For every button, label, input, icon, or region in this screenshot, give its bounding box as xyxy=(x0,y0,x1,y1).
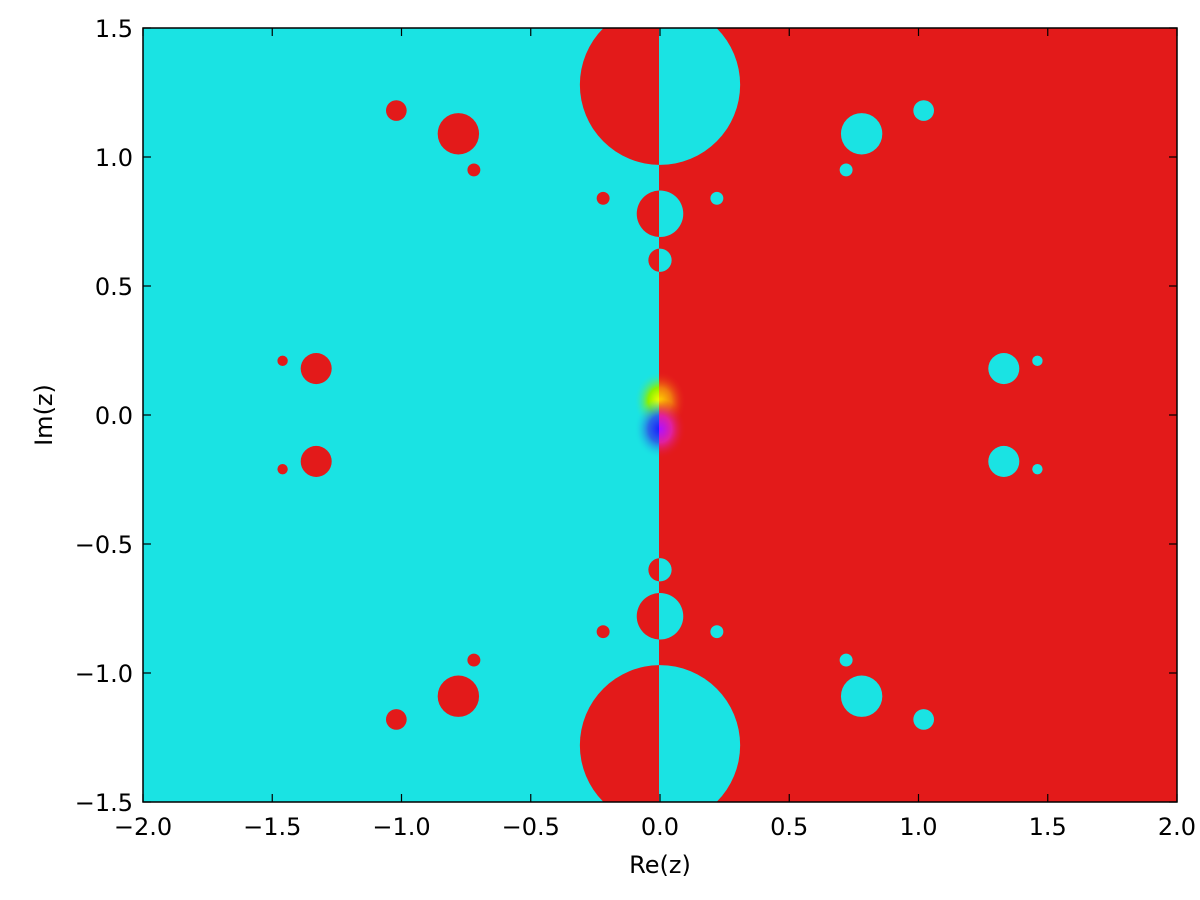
basin-blob xyxy=(913,100,935,121)
right-basin-region xyxy=(659,28,1177,802)
basin-blob-left-half xyxy=(650,689,659,708)
singularity-bottom-left xyxy=(634,399,659,459)
basin-blob-right-half xyxy=(659,28,741,165)
y-tick-label: 1.0 xyxy=(95,144,133,172)
y-tick-label: 1.5 xyxy=(95,15,133,43)
plot-area xyxy=(143,28,1177,802)
x-tick-label: −2.0 xyxy=(114,813,172,841)
basin-blob xyxy=(1032,464,1043,475)
basin-blobs xyxy=(277,28,1043,802)
x-axis-ticks: −2.0 −1.5 −1.0 −0.5 0.0 0.5 1.0 1.5 2.0 xyxy=(114,28,1196,841)
y-tick-label: 0.5 xyxy=(95,273,133,301)
basin-blob xyxy=(277,355,288,366)
basin-blob-right-half xyxy=(659,558,672,582)
basin-blob xyxy=(913,709,935,730)
basin-blob xyxy=(437,113,480,155)
basin-blob xyxy=(988,353,1020,385)
y-tick-label: −0.5 xyxy=(75,531,133,559)
basin-blob xyxy=(385,100,407,121)
basin-blob xyxy=(839,653,853,667)
singularity-bottom-right xyxy=(659,399,686,459)
basin-blob xyxy=(596,191,610,205)
basin-blob-right-half xyxy=(659,248,672,272)
x-tick-label: 1.0 xyxy=(899,813,937,841)
basin-blob-left-half xyxy=(648,558,659,582)
basin-blob-left-half xyxy=(650,122,659,141)
basin-blob xyxy=(1032,355,1043,366)
basin-blob xyxy=(300,445,332,477)
y-tick-label: −1.5 xyxy=(75,789,133,817)
basin-blob-left-half xyxy=(648,248,659,272)
y-axis-label: Im(z) xyxy=(30,384,58,446)
x-tick-label: −1.0 xyxy=(372,813,430,841)
y-tick-label: 0.0 xyxy=(95,402,133,430)
left-basin-region xyxy=(143,28,659,802)
basin-blob xyxy=(596,625,610,639)
basin-blob xyxy=(467,653,481,667)
x-tick-label: 0.5 xyxy=(770,813,808,841)
basin-blob xyxy=(277,464,288,475)
basin-blob xyxy=(467,163,481,177)
basin-blob xyxy=(300,353,332,385)
basin-blob xyxy=(988,445,1020,477)
y-axis-ticks: 1.5 1.0 0.5 0.0 −0.5 −1.0 −1.5 xyxy=(75,15,1177,817)
x-tick-label: 0.0 xyxy=(641,813,679,841)
basin-blob xyxy=(437,675,480,717)
basin-blob-right-half xyxy=(659,122,670,141)
basin-blob-right-half xyxy=(659,592,684,640)
basin-blob xyxy=(385,709,407,730)
x-tick-label: 1.5 xyxy=(1029,813,1067,841)
x-tick-label: 2.0 xyxy=(1158,813,1196,841)
basin-blob-left-half xyxy=(579,28,659,165)
x-axis-label: Re(z) xyxy=(629,851,691,879)
singularity xyxy=(634,371,686,459)
basin-blob-left-half xyxy=(636,593,659,640)
basin-blob-right-half xyxy=(659,190,684,238)
basin-blob xyxy=(840,113,883,155)
basin-blob-left-half xyxy=(636,190,659,237)
x-tick-label: −0.5 xyxy=(502,813,560,841)
basin-blob-right-half xyxy=(659,689,670,708)
basin-blob-left-half xyxy=(579,665,659,802)
basin-blob xyxy=(710,191,724,205)
basin-blob xyxy=(710,625,724,639)
basin-blob-right-half xyxy=(659,665,741,802)
y-tick-label: −1.0 xyxy=(75,660,133,688)
x-tick-label: −1.5 xyxy=(243,813,301,841)
basin-blob xyxy=(839,163,853,177)
basin-blob xyxy=(840,675,883,717)
